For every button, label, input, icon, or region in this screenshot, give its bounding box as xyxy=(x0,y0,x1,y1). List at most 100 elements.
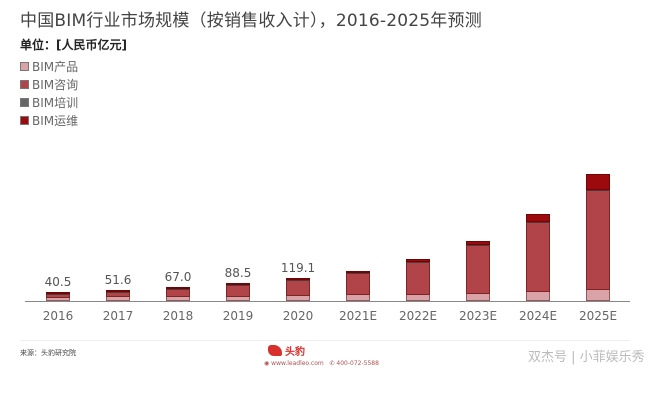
stacked-bar xyxy=(406,259,430,301)
bar-segment xyxy=(586,174,610,191)
x-tick-label: 2024E xyxy=(518,309,558,323)
value-label: 88.5 xyxy=(224,266,252,281)
x-tick-label: 2022E xyxy=(398,309,438,323)
bar-group-2024E: 2024E xyxy=(518,140,558,323)
legend: BIM产品 BIM咨询 BIM培训 BIM运维 xyxy=(20,57,78,129)
x-tick-label: 2023E xyxy=(458,309,498,323)
bar-segment xyxy=(166,289,190,291)
x-tick-label: 2017 xyxy=(102,309,134,323)
phone-icon: ✆ xyxy=(325,360,337,367)
contact-info: ◉ www.leadleo.com ✆ 400-072-5588 xyxy=(264,360,379,367)
bar-segment xyxy=(586,290,610,301)
bar-segment xyxy=(106,292,130,298)
x-axis-line xyxy=(25,301,630,302)
bar-segment xyxy=(106,291,130,293)
bar-segment xyxy=(226,283,250,286)
bar-segment xyxy=(166,287,190,290)
bar-segment xyxy=(286,296,310,301)
legend-item-product: BIM产品 xyxy=(20,57,78,75)
bar-segment xyxy=(286,278,310,281)
legend-item-operations: BIM运维 xyxy=(20,111,78,129)
x-tick-label: 2025E xyxy=(578,309,618,323)
bar-segment xyxy=(106,289,130,292)
legend-item-training: BIM培训 xyxy=(20,93,78,111)
stacked-bar xyxy=(286,278,310,301)
unit-label: 单位：[人民币亿元] xyxy=(20,38,127,52)
bar-segment xyxy=(466,293,490,301)
bar-segment xyxy=(166,290,190,297)
legend-swatch xyxy=(20,115,29,125)
bar-segment xyxy=(406,262,430,295)
stacked-bar xyxy=(166,287,190,301)
bar-group-2020: 119.1 2020 xyxy=(278,140,318,323)
bar-segment xyxy=(346,274,370,296)
bar-segment xyxy=(286,280,310,282)
bar-segment xyxy=(346,271,370,274)
bar-segment xyxy=(46,297,70,301)
legend-swatch xyxy=(20,61,29,71)
bar-segment xyxy=(526,214,550,223)
bar-segment xyxy=(286,281,310,297)
bar-segment xyxy=(466,241,490,246)
bar-group-2025E: 2025E xyxy=(578,140,618,323)
stacked-bar xyxy=(346,271,370,301)
bar-segment xyxy=(466,246,490,294)
x-tick-label: 2019 xyxy=(222,309,254,323)
bar-segment xyxy=(526,222,550,224)
bar-segment xyxy=(346,273,370,275)
globe-icon: ◉ xyxy=(264,360,272,367)
bar-segment xyxy=(46,293,70,295)
bar-group-2016: 40.5 2016 xyxy=(38,140,78,323)
value-label: 119.1 xyxy=(280,261,316,275)
legend-swatch xyxy=(20,97,29,107)
legend-label: BIM产品 xyxy=(32,59,79,74)
bar-segment xyxy=(466,245,490,247)
website-text: www.leadleo.com xyxy=(271,360,324,367)
x-tick-label: 2018 xyxy=(162,309,194,323)
bar-group-2019: 88.5 2019 xyxy=(218,140,258,323)
stacked-bar xyxy=(526,214,550,301)
stacked-bar xyxy=(586,174,610,301)
bar-segment xyxy=(166,296,190,301)
bar-segment xyxy=(226,296,250,301)
x-tick-label: 2020 xyxy=(282,309,314,323)
bar-segment xyxy=(46,291,70,294)
bar-segment xyxy=(346,295,370,301)
bar-segment xyxy=(406,294,430,301)
x-tick-label: 2021E xyxy=(338,309,378,323)
bar-segment xyxy=(46,294,70,298)
bar-group-2023E: 2023E xyxy=(458,140,498,323)
legend-label: BIM运维 xyxy=(32,113,79,128)
stacked-bar xyxy=(106,289,130,301)
x-tick-label: 2016 xyxy=(42,309,74,323)
watermark: 双杰号 | 小菲娱乐秀 xyxy=(528,350,645,365)
phone-text: 400-072-5588 xyxy=(336,360,379,367)
chart-title: 中国BIM行业市场规模（按销售收入计），2016-2025年预测 xyxy=(20,11,482,31)
bar-segment xyxy=(406,261,430,263)
legend-item-consulting: BIM咨询 xyxy=(20,75,78,93)
bar-segment xyxy=(226,286,250,297)
legend-swatch xyxy=(20,79,29,89)
bar-segment xyxy=(226,285,250,287)
bar-segment xyxy=(586,190,610,192)
bar-segment xyxy=(406,259,430,262)
value-label: 40.5 xyxy=(44,274,72,289)
stacked-bar xyxy=(226,283,250,301)
legend-label: BIM咨询 xyxy=(32,77,79,92)
bar-segment xyxy=(106,297,130,301)
bar-segment xyxy=(526,292,550,301)
source-note: 来源：头豹研究院 xyxy=(20,349,76,357)
value-label: 67.0 xyxy=(164,270,192,285)
legend-label: BIM培训 xyxy=(32,95,79,110)
bar-segment xyxy=(586,191,610,291)
bar-segment xyxy=(526,223,550,293)
bar-group-2018: 67.0 2018 xyxy=(158,140,198,323)
bar-group-2017: 51.6 2017 xyxy=(98,140,138,323)
stacked-bar-chart: 40.5 2016 51.6 2017 67.0 2018 88.5 2019 119.1 202… xyxy=(20,140,640,340)
stacked-bar xyxy=(46,291,70,301)
value-label: 51.6 xyxy=(104,272,132,287)
bar-group-2022E: 2022E xyxy=(398,140,438,323)
logo-text: 头豹 xyxy=(285,347,305,358)
leopard-logo-icon xyxy=(268,345,282,356)
footer-divider xyxy=(20,340,630,341)
